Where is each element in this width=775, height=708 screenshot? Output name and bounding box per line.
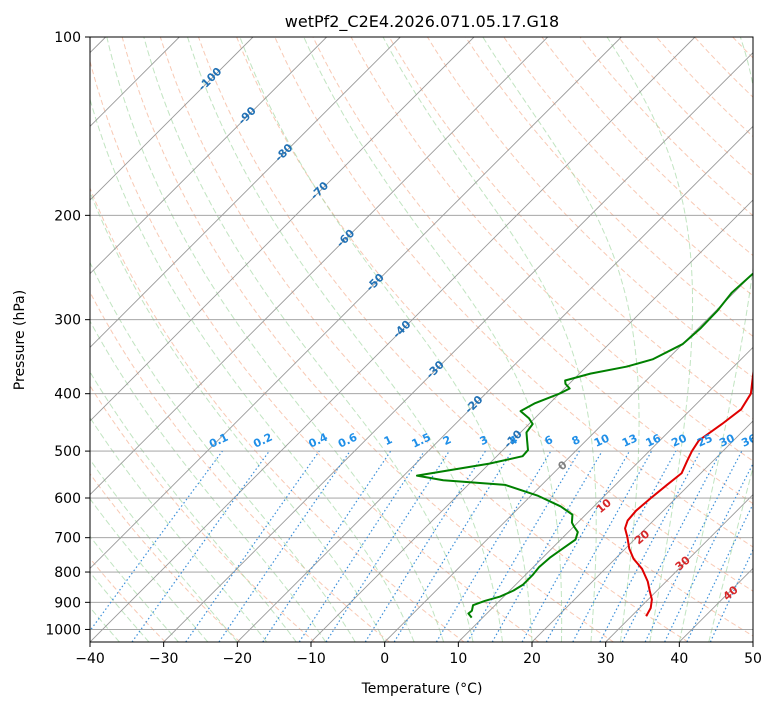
x-tick-label: 30 <box>597 651 615 667</box>
temperature-profile-line <box>624 367 753 617</box>
mixing-ratio-line <box>545 450 653 642</box>
moist-adiabat-line <box>90 261 356 642</box>
moist-adiabat-line <box>90 458 238 642</box>
dry-adiabat-line <box>198 37 753 637</box>
y-tick-label: 1000 <box>45 622 81 638</box>
isotherm-line <box>90 37 548 496</box>
moist-adiabat-line <box>239 37 533 642</box>
x-tick-label: −20 <box>223 651 253 667</box>
mixing-ratio-line <box>218 450 351 642</box>
dry-adiabat-line <box>350 37 753 462</box>
mixing-ratio-line <box>262 450 392 642</box>
dry-adiabat-line <box>159 37 689 642</box>
dry-adiabat-line <box>90 291 390 642</box>
isotherm-line <box>90 37 696 642</box>
dry-adiabat-line <box>121 37 614 642</box>
x-tick-label: −10 <box>296 651 326 667</box>
y-tick-label: 800 <box>54 565 81 581</box>
mixing-ratio-label: 30 <box>717 431 737 449</box>
isotherm-line <box>90 37 327 275</box>
y-tick-label: 500 <box>54 444 81 460</box>
x-tick-label: 0 <box>380 651 389 667</box>
x-tick-label: 10 <box>449 651 467 667</box>
dry-adiabat-line <box>90 59 540 642</box>
mixing-ratio-line <box>572 450 677 642</box>
isotherm-line <box>237 125 753 642</box>
mixing-ratio-label: 20 <box>669 431 689 449</box>
isotherm-line <box>90 37 401 348</box>
moist-adiabat-line <box>382 37 597 642</box>
isotherm-line <box>605 494 753 642</box>
plot-frame <box>89 36 754 643</box>
isotherm-line <box>90 37 254 201</box>
mixing-ratio-line <box>644 450 743 642</box>
y-tick-label: 300 <box>54 313 81 329</box>
moist-adiabat-line <box>143 37 474 642</box>
moist-adiabat-line <box>303 37 563 642</box>
moist-adiabat-line <box>90 416 268 642</box>
mixing-ratio-line <box>393 450 513 642</box>
isotherm-line <box>458 346 753 642</box>
dry-adiabat-line <box>90 472 241 642</box>
dry-adiabat-line <box>503 37 753 297</box>
mixing-ratio-line <box>131 450 270 642</box>
dry-adiabat-line <box>236 37 753 592</box>
x-tick-label: −40 <box>75 651 105 667</box>
isotherm-line <box>90 37 622 569</box>
moist-adiabat-line <box>90 371 297 642</box>
moist-adiabat-line <box>606 37 694 642</box>
mixing-ratio-label: 16 <box>644 431 664 449</box>
chart-title: wetPf2_C2E4.2026.071.05.17.G18 <box>285 12 559 32</box>
dry-adiabat-line <box>90 384 316 642</box>
x-tick-label: 20 <box>523 651 541 667</box>
moist-adiabat-line <box>482 37 640 642</box>
dry-adiabat-line <box>426 37 753 378</box>
y-tick-label: 700 <box>54 531 81 547</box>
moist-adiabat-line <box>90 320 327 642</box>
mixing-ratio-label: 36 <box>739 431 759 449</box>
x-tick-label: 40 <box>670 651 688 667</box>
mixing-ratio-label: 10 <box>592 431 612 449</box>
x-tick-label: −30 <box>149 651 179 667</box>
y-tick-label: 900 <box>54 595 81 611</box>
x-axis-label: Temperature (°C) <box>361 681 483 697</box>
mixing-ratio-line <box>298 450 425 642</box>
moist-adiabat-line <box>90 190 386 642</box>
y-tick-label: 600 <box>54 491 81 507</box>
y-tick-label: 100 <box>54 30 81 46</box>
y-axis-label: Pressure (hPa) <box>12 290 28 390</box>
mixing-ratio-line <box>90 450 223 632</box>
moist-adiabat-line <box>106 37 445 642</box>
isotherm-line <box>163 52 753 642</box>
y-tick-label: 400 <box>54 387 81 403</box>
dewpoint-profile-line <box>415 272 753 619</box>
mixing-ratio-label: 25 <box>695 432 714 450</box>
mixing-ratio-line <box>325 450 450 642</box>
dry-adiabat-line <box>90 557 166 642</box>
x-tick-label: 50 <box>744 651 762 667</box>
mixing-ratio-line <box>664 462 753 642</box>
moist-adiabat-line <box>678 37 753 642</box>
mixing-ratio-line <box>185 450 320 642</box>
isotherm-line <box>90 37 475 422</box>
mixing-ratio-label: 13 <box>620 432 639 450</box>
isotherm-line <box>310 199 753 642</box>
y-tick-label: 200 <box>54 208 81 224</box>
moist-adiabat-line <box>187 37 504 642</box>
mixing-ratio-line <box>521 450 631 642</box>
isotherm-line <box>531 420 753 642</box>
dry-adiabat-line <box>90 186 465 642</box>
